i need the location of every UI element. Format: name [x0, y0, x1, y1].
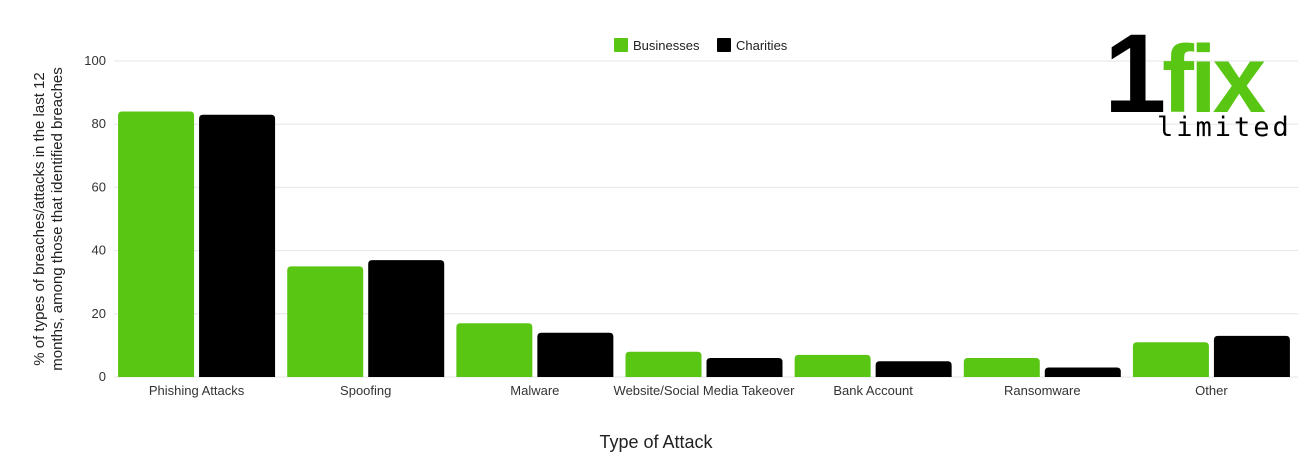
bar-charities-5[interactable]: [1044, 367, 1121, 377]
legend-label-businesses: Businesses: [633, 38, 700, 53]
bars: [118, 111, 1290, 377]
x-category-label: Bank Account: [833, 383, 913, 398]
bar-businesses-1[interactable]: [287, 266, 364, 377]
y-tick-label: 20: [92, 306, 106, 321]
logo-word: fix: [1162, 26, 1266, 133]
bar-charities-4[interactable]: [875, 361, 952, 377]
legend-swatch-businesses: [614, 38, 628, 52]
bar-businesses-5[interactable]: [963, 358, 1040, 377]
bar-charities-0[interactable]: [199, 114, 276, 377]
bar-businesses-0[interactable]: [118, 111, 195, 377]
legend-item-charities[interactable]: Charities: [717, 38, 788, 53]
legend-swatch-charities: [717, 38, 731, 52]
bar-charities-3[interactable]: [706, 358, 783, 377]
x-category-label: Phishing Attacks: [149, 383, 245, 398]
x-axis-categories: Phishing Attacks Spoofing Malware Website/S…: [149, 383, 1228, 398]
logo-subword: limited: [1157, 112, 1292, 143]
y-tick-label: 100: [84, 53, 106, 68]
x-category-label: Ransomware: [1004, 383, 1081, 398]
bar-charities-1[interactable]: [368, 260, 445, 377]
y-axis-title-line-1: % of types of breaches/attacks in the la…: [31, 72, 48, 366]
logo-number: 1: [1104, 11, 1164, 136]
bar-charities-2[interactable]: [537, 332, 614, 377]
bar-charities-6[interactable]: [1213, 335, 1290, 377]
y-tick-label: 40: [92, 243, 106, 258]
x-axis-title: Type of Attack: [599, 432, 713, 452]
legend-label-charities: Charities: [736, 38, 788, 53]
legend: Businesses Charities: [614, 38, 788, 53]
legend-item-businesses[interactable]: Businesses: [614, 38, 700, 53]
x-category-label: Spoofing: [340, 383, 391, 398]
y-axis-title: % of types of breaches/attacks in the la…: [31, 67, 66, 371]
bar-businesses-6[interactable]: [1132, 342, 1209, 377]
x-category-label: Other: [1195, 383, 1228, 398]
x-category-label: Website/Social Media Takeover: [614, 383, 796, 398]
company-logo: 1 fix limited: [1104, 11, 1292, 143]
y-axis-ticks: 0 20 40 60 80 100: [84, 53, 106, 384]
y-tick-label: 80: [92, 116, 106, 131]
y-axis-title-line-2: months, among those that identified brea…: [49, 67, 66, 371]
y-tick-label: 0: [99, 369, 106, 384]
x-category-label: Malware: [510, 383, 559, 398]
bar-businesses-3[interactable]: [625, 351, 702, 377]
y-tick-label: 60: [92, 179, 106, 194]
bar-businesses-2[interactable]: [456, 323, 533, 377]
bar-businesses-4[interactable]: [794, 354, 871, 377]
